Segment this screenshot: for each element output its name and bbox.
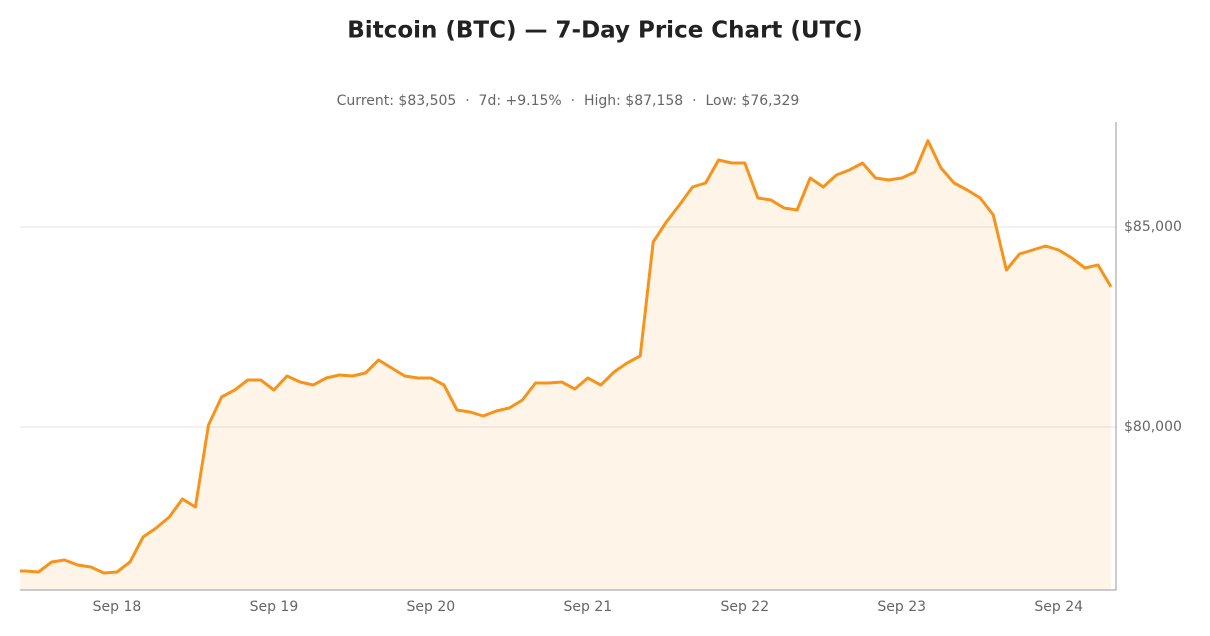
x-tick-label: Sep 22 (720, 599, 769, 615)
chart-subtitle: Current: $83,505 · 7d: +9.15% · High: $8… (337, 93, 800, 109)
y-tick-label: $80,000 (1124, 419, 1182, 435)
chart-title: Bitcoin (BTC) — 7-Day Price Chart (UTC) (347, 18, 862, 44)
price-line (20, 139, 1113, 575)
x-tick-label: Sep 24 (1034, 599, 1083, 615)
x-tick-label: Sep 20 (407, 599, 456, 615)
x-tick-label: Sep 18 (93, 599, 142, 615)
x-tick-label: Sep 21 (564, 599, 613, 615)
price-area (20, 140, 1111, 590)
x-tick-label: Sep 23 (877, 599, 926, 615)
x-tick-label: Sep 19 (250, 599, 299, 615)
y-tick-label: $85,000 (1124, 219, 1182, 235)
